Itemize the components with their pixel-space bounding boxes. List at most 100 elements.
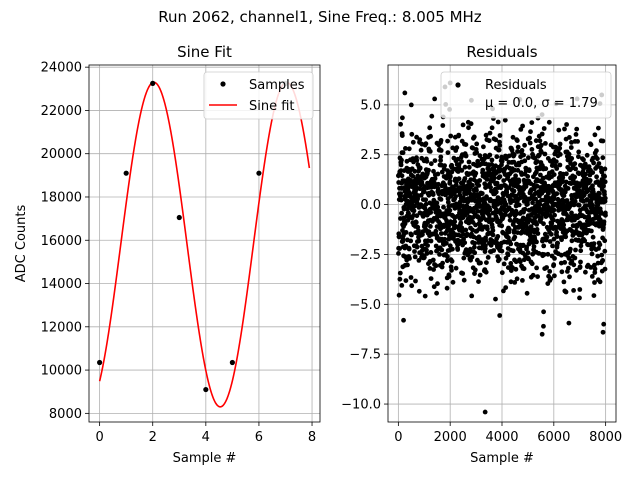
residual-point <box>412 203 418 209</box>
residual-point <box>516 202 522 208</box>
residual-point <box>438 148 444 153</box>
residual-point <box>432 158 438 164</box>
residual-point <box>590 170 596 176</box>
residual-point <box>594 174 599 180</box>
residual-point <box>435 204 441 210</box>
residual-point <box>563 179 569 185</box>
residual-point <box>497 133 503 138</box>
residual-point <box>483 269 489 275</box>
residual-point <box>472 240 477 246</box>
residual-point <box>452 219 458 225</box>
residual-point <box>496 256 502 262</box>
sine-fit-xtick-label: 0 <box>95 430 103 445</box>
residual-point <box>427 125 433 131</box>
residual-point <box>595 202 601 208</box>
residual-point <box>601 321 607 327</box>
residual-point <box>572 199 578 204</box>
sine-fit-ytick-label: 24000 <box>41 61 82 76</box>
residual-point <box>474 141 480 147</box>
residual-outlier-point <box>600 329 606 335</box>
residual-point <box>438 231 444 236</box>
residual-point <box>400 150 406 156</box>
residual-point <box>445 254 450 259</box>
residual-point <box>538 172 543 178</box>
residual-point <box>487 130 493 136</box>
sine-fit-xlabel: Sample # <box>173 451 237 466</box>
residual-outlier-point <box>539 331 545 337</box>
residual-point <box>557 152 563 157</box>
residual-point <box>530 251 536 257</box>
residual-point <box>568 145 574 150</box>
residual-point <box>417 165 423 171</box>
sine-fit-ytick-label: 20000 <box>41 147 82 162</box>
residual-point <box>562 260 568 265</box>
residual-point <box>430 192 436 198</box>
residual-point <box>501 178 507 184</box>
residual-point <box>567 274 572 280</box>
residual-point <box>460 271 466 276</box>
residual-point <box>481 144 486 150</box>
residual-point <box>577 287 583 292</box>
residual-point <box>491 175 497 181</box>
residual-point <box>530 200 535 206</box>
residual-point <box>529 120 535 125</box>
residual-point <box>425 243 430 248</box>
residuals-ytick-label: 5.0 <box>360 98 381 113</box>
residual-point <box>545 251 551 257</box>
residual-point <box>543 141 548 146</box>
residual-point <box>456 132 462 138</box>
residual-point <box>541 126 547 131</box>
residual-point <box>525 250 531 256</box>
residual-point <box>454 145 460 151</box>
residual-point <box>510 134 516 140</box>
residual-point <box>514 138 520 144</box>
residual-point <box>602 195 608 201</box>
residual-point <box>484 196 490 201</box>
residual-point <box>513 266 519 272</box>
residual-point <box>527 140 533 146</box>
residual-point <box>602 174 607 179</box>
residual-point <box>538 142 544 148</box>
residual-point <box>551 207 557 213</box>
residual-point <box>459 168 465 173</box>
residual-point <box>600 258 606 263</box>
residual-point <box>428 224 433 229</box>
residual-point <box>561 279 567 285</box>
residual-point <box>573 166 578 172</box>
residual-point <box>427 149 433 154</box>
legend-sine-fit-label: Sine fit <box>249 99 295 114</box>
sine-fit-ytick-label: 10000 <box>41 364 82 379</box>
residual-point <box>541 309 546 315</box>
residuals-frame <box>387 64 617 423</box>
residual-point <box>538 216 544 221</box>
residual-point <box>592 132 598 138</box>
residual-point <box>563 289 569 295</box>
sine-fit-frame <box>88 64 321 423</box>
residual-point <box>438 158 443 163</box>
residual-point <box>516 162 522 168</box>
residual-point <box>577 264 583 270</box>
residual-point <box>512 234 518 240</box>
residual-point <box>589 274 595 279</box>
residual-point <box>422 293 428 299</box>
residual-point <box>547 239 553 244</box>
residual-point <box>534 169 539 175</box>
residual-point <box>397 276 403 282</box>
residual-point <box>406 246 412 252</box>
residual-point <box>591 160 596 166</box>
residual-point <box>529 261 535 267</box>
residual-point <box>602 192 607 197</box>
residual-point <box>566 214 572 220</box>
residual-point <box>522 206 528 212</box>
residuals-ytick-label: −10.0 <box>341 398 381 413</box>
sine-fit-xtick-label: 8 <box>308 430 316 445</box>
residual-point <box>592 262 597 268</box>
residual-point <box>433 243 439 249</box>
sine-fit-panel: Sine Fit 0 2 4 6 8 8000 10000 12000 14000 16000 18… <box>14 43 321 466</box>
residual-point <box>427 266 433 271</box>
residual-point <box>446 274 452 279</box>
residual-point <box>464 231 470 237</box>
residual-point <box>591 293 597 298</box>
residual-point <box>602 166 608 172</box>
residual-point <box>444 285 450 291</box>
